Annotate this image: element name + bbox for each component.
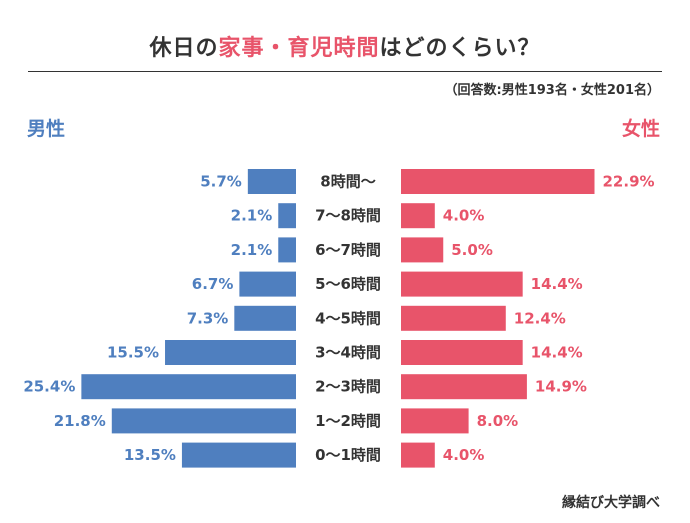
bar-female bbox=[401, 408, 469, 434]
category-label: 0〜1時間 bbox=[315, 446, 381, 464]
value-label-male: 21.8% bbox=[54, 412, 106, 430]
category-label: 1〜2時間 bbox=[315, 412, 381, 430]
bar-female bbox=[401, 442, 435, 468]
bar-male bbox=[165, 340, 296, 365]
value-label-female: 8.0% bbox=[477, 412, 519, 430]
value-label-male: 15.5% bbox=[107, 344, 159, 362]
value-label-female: 14.4% bbox=[531, 344, 583, 362]
category-label: 7〜8時間 bbox=[315, 207, 381, 225]
value-label-male: 5.7% bbox=[200, 173, 242, 191]
value-label-male: 13.5% bbox=[124, 446, 176, 464]
title-suffix: はどのくらい？ bbox=[379, 36, 541, 61]
title-divider bbox=[28, 71, 662, 72]
bar-female bbox=[401, 340, 523, 365]
bar-female bbox=[401, 305, 506, 331]
value-label-female: 4.0% bbox=[443, 446, 485, 464]
value-label-female: 14.9% bbox=[535, 378, 587, 396]
respondent-note: （回答数:男性193名・女性201名） bbox=[444, 83, 660, 98]
chart-title: 休日の家事・育児時間はどのくらい？ bbox=[0, 30, 690, 62]
category-label: 6〜7時間 bbox=[315, 241, 381, 259]
bar-male bbox=[278, 203, 296, 229]
category-label: 4〜5時間 bbox=[315, 309, 381, 327]
value-label-male: 2.1% bbox=[231, 207, 273, 225]
title-highlight: 家事・育児時間 bbox=[218, 36, 380, 61]
value-label-female: 4.0% bbox=[443, 207, 485, 225]
bar-male bbox=[239, 271, 296, 297]
bar-male bbox=[247, 169, 296, 194]
bar-female bbox=[401, 203, 435, 229]
category-label: 5〜6時間 bbox=[315, 275, 381, 293]
category-label: 3〜4時間 bbox=[315, 344, 381, 362]
bar-female bbox=[401, 237, 444, 263]
bar-female bbox=[401, 169, 595, 194]
category-label: 8時間〜 bbox=[320, 173, 375, 191]
value-label-female: 5.0% bbox=[451, 241, 493, 259]
bar-male bbox=[234, 305, 296, 331]
value-label-male: 6.7% bbox=[192, 275, 234, 293]
bar-male bbox=[278, 237, 296, 263]
value-label-female: 12.4% bbox=[514, 309, 566, 327]
bar-female bbox=[401, 374, 527, 400]
value-label-male: 25.4% bbox=[23, 378, 75, 396]
legend-female: 女性 bbox=[621, 118, 660, 140]
value-label-female: 14.4% bbox=[531, 275, 583, 293]
value-label-male: 7.3% bbox=[187, 309, 229, 327]
bar-male bbox=[181, 442, 296, 468]
bar-male bbox=[111, 408, 296, 434]
legend-male: 男性 bbox=[27, 118, 66, 140]
bar-male bbox=[81, 374, 297, 400]
value-label-female: 22.9% bbox=[603, 173, 655, 191]
title-prefix: 休日の bbox=[149, 36, 219, 61]
bar-female bbox=[401, 271, 523, 297]
source-credit: 縁結び大学調べ bbox=[562, 495, 660, 511]
value-label-male: 2.1% bbox=[231, 241, 273, 259]
category-label: 2〜3時間 bbox=[315, 378, 381, 396]
